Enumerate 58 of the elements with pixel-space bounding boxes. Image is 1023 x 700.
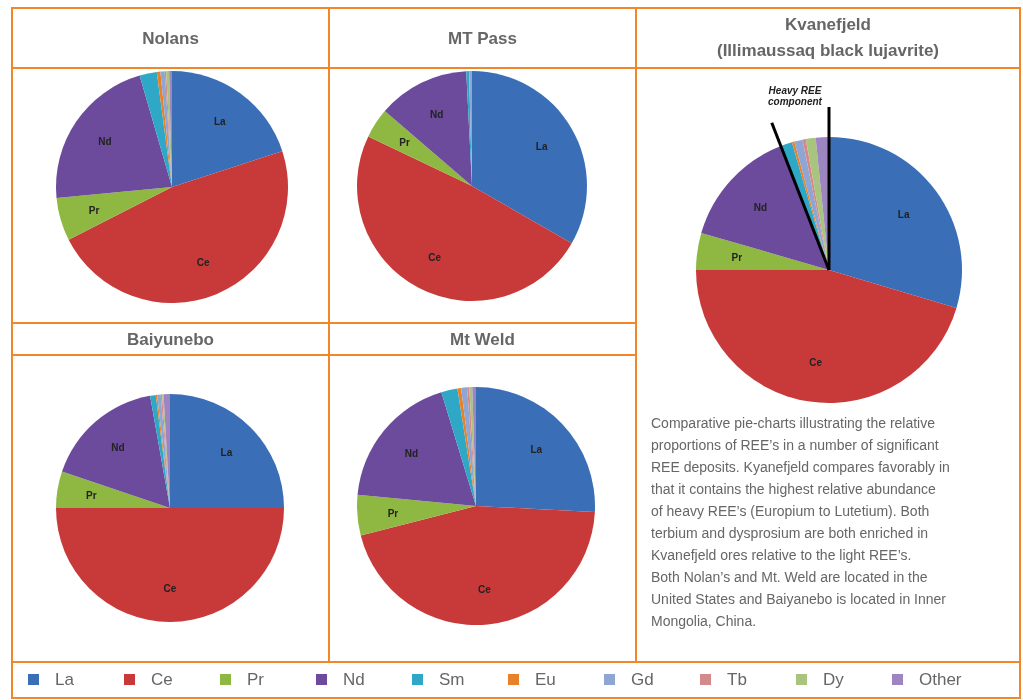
- slice-label: Nd: [753, 202, 768, 214]
- pie-slice: [56, 187, 172, 240]
- slice-label: La: [897, 209, 910, 221]
- pie-slice: [357, 392, 476, 506]
- slice-label: La: [535, 140, 548, 152]
- slice-label: Ce: [809, 357, 823, 369]
- pie-slice: [441, 388, 476, 506]
- pie-slice: [170, 394, 284, 508]
- text: Comparative pie-charts illustrating the relative proportions of REE’s in a number of significant REE deposits. Kyanefjeld compares favorably in that it contains the highest relative abundance of heavy REE’s (Europium to Lutetium). Both terbium and dysprosium are both enriched in Kvanefjeld ores relative to the light REE’s. Both Nolan’s and Mt. Weld are located in the United States and Baiyanebo is located in Inner Mongolia, China.: [651, 415, 950, 629]
- slice-label: Nd: [98, 136, 112, 148]
- chart-subtitle: (Illimaussaq black lujavrite): [716, 41, 940, 60]
- pie-slice: [696, 270, 957, 403]
- slice-label: Pr: [387, 507, 399, 519]
- pie-slice: [150, 394, 170, 508]
- legend-label: Dy: [823, 670, 845, 689]
- pie-slice: [476, 387, 595, 512]
- legend-label: Eu: [535, 670, 556, 689]
- legend-label: Pr: [247, 670, 265, 689]
- pie-slice: [56, 471, 170, 508]
- pie-slice: [56, 508, 284, 622]
- pie-slice: [829, 137, 962, 308]
- slice-label: La: [530, 443, 543, 455]
- legend-label: Gd: [631, 670, 654, 689]
- slice-label: Pr: [399, 137, 410, 149]
- slice-label: Ce: [163, 582, 177, 594]
- chart-title: Kvanefjeld: [785, 15, 871, 34]
- legend-label: Nd: [343, 670, 365, 689]
- legend-label: Sm: [439, 670, 465, 689]
- slice-label: Ce: [196, 257, 210, 269]
- slice-label: Nd: [111, 442, 125, 454]
- text: Heavy REE component: [768, 85, 823, 107]
- pie-slice: [172, 71, 283, 187]
- chart-title: Nolans: [142, 29, 199, 48]
- chart-title: Mt Weld: [450, 330, 515, 349]
- pie-slice: [139, 72, 172, 187]
- slice-label: Pr: [88, 204, 100, 216]
- slice-label: Ce: [428, 252, 442, 264]
- slice-label: La: [220, 446, 233, 458]
- pie-slice: [56, 75, 172, 198]
- legend-label: Ce: [151, 670, 173, 689]
- pie-slice: [457, 387, 476, 506]
- chart-title: MT Pass: [448, 29, 517, 48]
- legend-label: La: [55, 670, 75, 689]
- slice-label: Nd: [429, 108, 444, 120]
- pie-slice: [68, 151, 288, 303]
- slice-label: Pr: [85, 490, 97, 502]
- legend-label: Other: [919, 670, 962, 689]
- pie-slice: [357, 494, 476, 536]
- pie-slice: [696, 232, 829, 270]
- pie-slice: [62, 395, 170, 508]
- chart-title: Baiyunebo: [127, 330, 214, 349]
- pie-slice: [360, 506, 595, 625]
- slice-label: Pr: [731, 251, 743, 263]
- slice-label: La: [213, 116, 226, 128]
- slice-label: Nd: [404, 448, 419, 460]
- legend-label: Tb: [727, 670, 747, 689]
- pie-slice: [701, 146, 829, 270]
- slice-label: Ce: [477, 583, 492, 595]
